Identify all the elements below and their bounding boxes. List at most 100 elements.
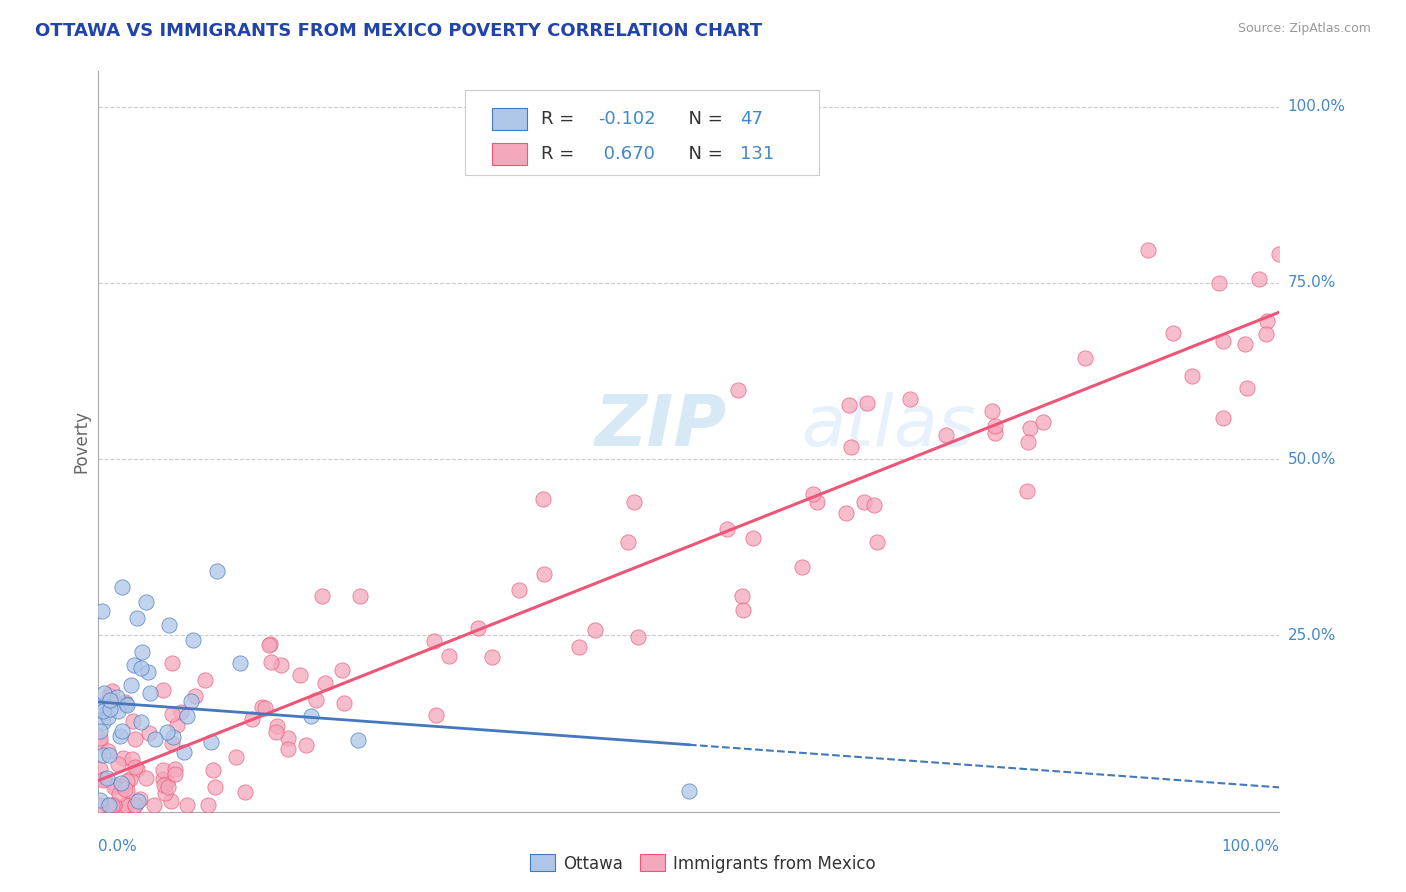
Point (467, 621, 489, 635)
Point (98, 701, 121, 715)
Point (201, 763, 224, 777)
Point (89, 793, 111, 807)
Point (160, 656, 183, 670)
Point (89, 731, 111, 745)
Point (110, 775, 132, 789)
Point (114, 797, 136, 812)
Text: R =: R = (541, 111, 581, 128)
Point (627, 630, 650, 644)
Point (97, 688, 120, 702)
Point (89, 723, 111, 738)
Point (183, 689, 205, 703)
Point (423, 634, 446, 648)
Point (180, 694, 202, 708)
Point (1032, 415, 1054, 429)
Point (91, 604, 114, 618)
Point (101, 797, 124, 812)
Point (1015, 483, 1038, 498)
Point (835, 506, 858, 520)
Point (127, 795, 149, 809)
Text: Source: ZipAtlas.com: Source: ZipAtlas.com (1237, 22, 1371, 36)
Point (277, 742, 299, 756)
Point (1212, 334, 1234, 349)
Point (980, 404, 1002, 418)
Point (801, 487, 824, 501)
Point (162, 736, 184, 750)
Point (135, 771, 157, 785)
Text: 100.0%: 100.0% (1222, 839, 1279, 855)
Point (156, 775, 179, 789)
Point (122, 714, 145, 728)
Point (152, 682, 174, 697)
Point (97, 744, 120, 758)
Point (143, 797, 166, 812)
Point (93, 706, 115, 720)
Point (1267, 247, 1289, 261)
Point (838, 398, 860, 412)
Point (160, 794, 183, 808)
Point (157, 617, 180, 632)
FancyBboxPatch shape (492, 108, 527, 130)
Point (111, 778, 134, 792)
Point (103, 780, 125, 795)
Point (93, 747, 115, 762)
Point (508, 582, 530, 597)
Text: ZIP: ZIP (595, 392, 727, 461)
Point (204, 780, 226, 794)
Point (425, 707, 447, 722)
Point (1208, 276, 1230, 290)
Point (984, 426, 1007, 441)
Point (288, 667, 311, 681)
Point (118, 772, 141, 787)
Point (568, 640, 591, 655)
Point (124, 760, 146, 774)
Point (583, 623, 606, 637)
Point (163, 762, 186, 776)
Point (89, 797, 111, 812)
Point (176, 797, 198, 812)
Point (194, 673, 217, 687)
Point (108, 729, 131, 743)
Point (935, 428, 957, 442)
Point (332, 696, 354, 710)
Point (152, 763, 174, 777)
Point (1136, 243, 1159, 257)
Point (481, 650, 503, 665)
Point (124, 732, 146, 747)
Point (1017, 434, 1039, 449)
Point (111, 724, 134, 739)
Point (839, 440, 862, 454)
Point (107, 704, 129, 718)
Point (117, 698, 139, 713)
Y-axis label: Poverty: Poverty (72, 410, 90, 473)
Point (124, 797, 146, 812)
Point (731, 602, 754, 616)
Point (866, 534, 889, 549)
Point (143, 731, 166, 746)
Point (103, 797, 125, 812)
Point (115, 797, 138, 812)
Point (91, 715, 114, 730)
Point (103, 797, 125, 812)
Point (277, 731, 299, 746)
Point (347, 732, 370, 747)
Point (105, 690, 128, 704)
Point (806, 495, 828, 509)
Point (152, 772, 174, 786)
Point (1256, 314, 1278, 328)
Point (898, 392, 921, 406)
Text: 47: 47 (740, 111, 762, 128)
Point (121, 752, 143, 766)
Point (131, 644, 153, 658)
Text: 100.0%: 100.0% (1288, 99, 1346, 114)
Point (311, 589, 333, 603)
Point (111, 751, 134, 765)
Point (129, 715, 152, 730)
Point (678, 783, 700, 797)
Text: -0.102: -0.102 (598, 111, 655, 128)
Point (257, 638, 280, 652)
Point (260, 655, 283, 669)
Point (731, 589, 754, 603)
Text: 0.670: 0.670 (598, 145, 655, 163)
Point (114, 781, 136, 796)
